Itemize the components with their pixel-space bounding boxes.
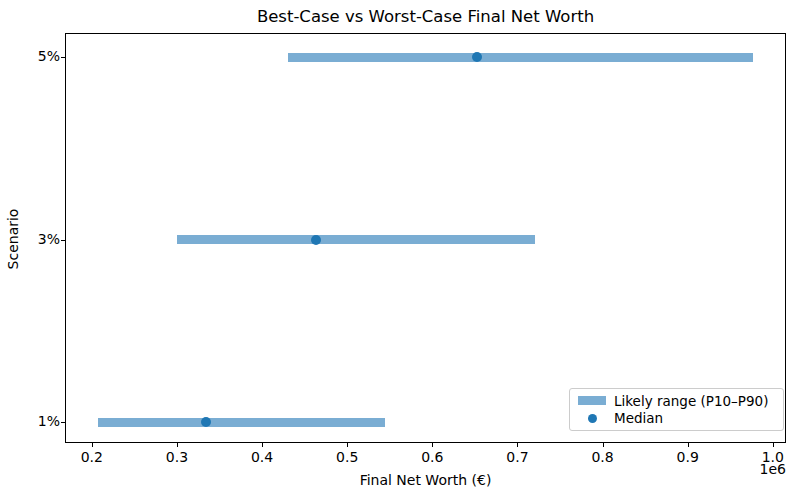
legend: Likely range (P10–P90) Median [569, 388, 784, 431]
x-tick-mark [347, 443, 348, 447]
legend-label-range: Likely range (P10–P90) [614, 393, 768, 409]
x-tick-mark [262, 443, 263, 447]
legend-entry-median: Median [578, 410, 777, 428]
median-dot [201, 417, 211, 427]
x-tick-mark [517, 443, 518, 447]
median-dot-icon [588, 414, 597, 423]
legend-key [578, 414, 606, 423]
median-dot [311, 235, 321, 245]
x-tick-label: 0.7 [487, 449, 547, 465]
range-bar [98, 418, 385, 427]
range-bar-swatch-icon [578, 396, 606, 405]
range-bar [288, 53, 754, 62]
legend-key [578, 396, 606, 405]
legend-entry-range: Likely range (P10–P90) [578, 392, 777, 410]
chart-title: Best-Case vs Worst-Case Final Net Worth [65, 7, 786, 26]
x-tick-label: 0.6 [402, 449, 462, 465]
x-tick-mark [603, 443, 604, 447]
y-tick-label: 5% [0, 48, 60, 64]
x-axis-offset-label: 1e6 [726, 461, 786, 477]
x-tick-mark [688, 443, 689, 447]
y-tick-mark [61, 57, 65, 58]
x-tick-label: 0.5 [317, 449, 377, 465]
x-tick-mark [177, 443, 178, 447]
y-tick-label: 3% [0, 231, 60, 247]
x-tick-label: 0.4 [232, 449, 292, 465]
x-axis-label: Final Net Worth (€) [65, 472, 786, 488]
x-tick-mark [432, 443, 433, 447]
range-bar [177, 235, 535, 244]
x-tick-mark [773, 443, 774, 447]
x-tick-label: 0.9 [658, 449, 718, 465]
x-tick-label: 0.3 [147, 449, 207, 465]
x-tick-label: 0.2 [62, 449, 122, 465]
figure: Best-Case vs Worst-Case Final Net Worth … [0, 0, 800, 500]
x-tick-mark [92, 443, 93, 447]
y-tick-mark [61, 240, 65, 241]
y-tick-label: 1% [0, 413, 60, 429]
y-tick-mark [61, 422, 65, 423]
x-tick-label: 0.8 [573, 449, 633, 465]
legend-label-median: Median [614, 410, 663, 426]
